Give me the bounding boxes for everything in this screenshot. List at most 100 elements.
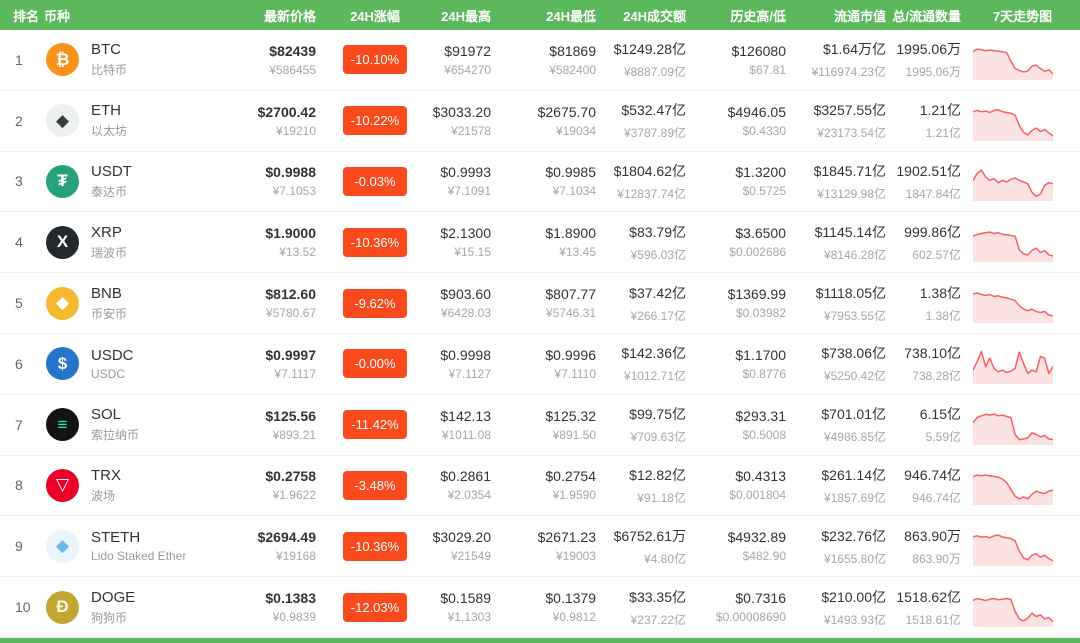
atl-price: $0.8776 xyxy=(742,366,786,381)
change-badge: -10.22% xyxy=(342,106,408,136)
high-usd: $0.1589 xyxy=(440,590,491,607)
volume-cny: ¥4.80亿 xyxy=(643,551,686,566)
price-cny: ¥0.9839 xyxy=(272,610,316,625)
high-cny: ¥2.0354 xyxy=(447,488,491,503)
col-header-change: 24H涨幅 xyxy=(350,8,400,24)
low-cny: ¥1.9590 xyxy=(552,488,596,503)
supply-circulating: 863.90万 xyxy=(912,551,961,566)
sparkline-chart xyxy=(973,597,1053,628)
coin-name: 瑞波币 xyxy=(91,245,128,260)
change-badge: -12.03% xyxy=(342,592,408,622)
marketcap-usd: $1145.14亿 xyxy=(814,223,886,240)
coin-name: 泰达币 xyxy=(91,184,128,199)
table-row[interactable]: 7 ≡ SOL 索拉纳币 $125.56 ¥893.21 -11.42% $14… xyxy=(0,394,1080,456)
supply-circulating: 602.57亿 xyxy=(912,247,961,262)
price-usd: $0.9997 xyxy=(265,346,316,363)
supply-circulating: 5.59亿 xyxy=(925,430,961,445)
high-cny: ¥7.1091 xyxy=(447,184,491,199)
ath-price: $1.1700 xyxy=(735,346,786,363)
ath-price: $0.7316 xyxy=(735,590,786,607)
table-row[interactable]: 10 Ð DOGE 狗狗币 $0.1383 ¥0.9839 -12.03% $0… xyxy=(0,577,1080,638)
volume-usd: $142.36亿 xyxy=(621,345,686,362)
marketcap-usd: $738.06亿 xyxy=(821,345,886,362)
price-usd: $0.9988 xyxy=(265,164,316,181)
marketcap-cny: ¥1493.93亿 xyxy=(823,612,886,627)
sparkline-chart xyxy=(973,48,1053,80)
marketcap-cny: ¥5250.42亿 xyxy=(823,369,886,384)
supply-total: 1.21亿 xyxy=(919,102,961,119)
table-row[interactable]: 3 ₮ USDT 泰达币 $0.9988 ¥7.1053 -0.03% $0.9… xyxy=(0,151,1080,213)
col-header-low: 24H最低 xyxy=(546,8,596,24)
sparkline-chart xyxy=(973,350,1053,384)
coin-name: 狗狗币 xyxy=(91,610,128,625)
change-badge: -10.10% xyxy=(342,45,408,75)
col-header-price: 最新价格 xyxy=(263,8,316,24)
atl-price: $0.001804 xyxy=(729,488,786,503)
volume-usd: $532.47亿 xyxy=(621,102,686,119)
supply-total: 6.15亿 xyxy=(919,406,961,423)
sparkline-chart xyxy=(973,474,1053,506)
sol-icon: ≡ xyxy=(46,408,79,442)
table-row[interactable]: 5 ◆ BNB 币安币 $812.60 ¥5780.67 -9.62% $903… xyxy=(0,273,1080,334)
supply-circulating: 1847.84亿 xyxy=(905,186,961,201)
ath-price: $3.6500 xyxy=(735,225,786,242)
table-row[interactable]: 9 ◆ STETH Lido Staked Ether $2694.49 ¥19… xyxy=(0,516,1080,578)
price-cny: ¥7.1053 xyxy=(272,184,316,199)
high-usd: $0.9993 xyxy=(440,164,491,181)
steth-icon: ◆ xyxy=(46,529,79,563)
usdt-icon: ₮ xyxy=(46,164,79,198)
rank-number: 4 xyxy=(15,234,23,251)
table-row[interactable]: 8 ▽ TRX 波场 $0.2758 ¥1.9622 -3.48% $0.286… xyxy=(0,455,1080,517)
price-usd: $1.9000 xyxy=(265,225,316,242)
volume-cny: ¥91.18亿 xyxy=(637,490,686,505)
supply-total: 1.38亿 xyxy=(919,284,961,301)
table-row[interactable]: 2 ◆ ETH 以太坊 $2700.42 ¥19210 -10.22% $303… xyxy=(0,90,1080,152)
sparkline-chart xyxy=(973,169,1053,202)
sparkline-chart xyxy=(973,413,1053,445)
table-row[interactable]: 4 X XRP 瑞波币 $1.9000 ¥13.52 -10.36% $2.13… xyxy=(0,212,1080,274)
col-header-coin: 币种 xyxy=(44,8,71,24)
high-usd: $0.2861 xyxy=(440,468,491,485)
volume-usd: $1249.28亿 xyxy=(613,41,686,58)
marketcap-usd: $261.14亿 xyxy=(821,466,886,483)
low-usd: $807.77 xyxy=(545,286,596,303)
table-row[interactable]: 6 $ USDC USDC $0.9997 ¥7.1117 -0.00% $0.… xyxy=(0,333,1080,395)
change-badge: -0.03% xyxy=(343,166,407,196)
coin-name: 索拉纳币 xyxy=(91,428,140,443)
coin-symbol: STETH xyxy=(91,529,141,547)
supply-total: 946.74亿 xyxy=(904,466,961,483)
col-header-rank: 排名 xyxy=(13,8,40,24)
high-usd: $2.1300 xyxy=(440,225,491,242)
xrp-icon: X xyxy=(46,225,79,259)
supply-total: 1995.06万 xyxy=(896,41,961,58)
change-badge: -0.00% xyxy=(343,349,407,379)
table-row[interactable]: 1 ₿ BTC 比特币 $82439 ¥586455 -10.10% $9197… xyxy=(0,30,1080,91)
price-cny: ¥19168 xyxy=(275,549,316,564)
ath-price: $4946.05 xyxy=(727,103,786,120)
coin-name: 比特币 xyxy=(91,63,128,78)
low-cny: ¥891.50 xyxy=(552,427,596,442)
btc-icon: ₿ xyxy=(46,43,79,77)
price-cny: ¥7.1117 xyxy=(274,366,316,381)
high-usd: $903.60 xyxy=(440,286,491,303)
bnb-icon: ◆ xyxy=(46,286,79,320)
col-header-supply: 总/流通数量 xyxy=(892,8,961,24)
change-badge: -10.36% xyxy=(342,531,408,561)
high-cny: ¥1.1303 xyxy=(447,610,491,625)
high-usd: $3033.20 xyxy=(432,103,491,120)
ath-price: $4932.89 xyxy=(727,529,786,546)
low-usd: $2675.70 xyxy=(537,103,596,120)
coin-symbol: TRX xyxy=(91,466,121,484)
price-usd: $125.56 xyxy=(265,407,316,424)
low-cny: ¥7.1110 xyxy=(554,366,596,381)
coin-symbol: DOGE xyxy=(91,588,136,606)
volume-cny: ¥3787.89亿 xyxy=(623,126,686,141)
marketcap-usd: $1.64万亿 xyxy=(822,41,886,58)
price-cny: ¥893.21 xyxy=(272,427,316,442)
rank-number: 6 xyxy=(15,355,23,372)
marketcap-cny: ¥4986.85亿 xyxy=(823,430,886,445)
low-cny: ¥582400 xyxy=(549,62,596,77)
rank-number: 10 xyxy=(15,599,31,616)
high-cny: ¥21549 xyxy=(450,549,491,564)
